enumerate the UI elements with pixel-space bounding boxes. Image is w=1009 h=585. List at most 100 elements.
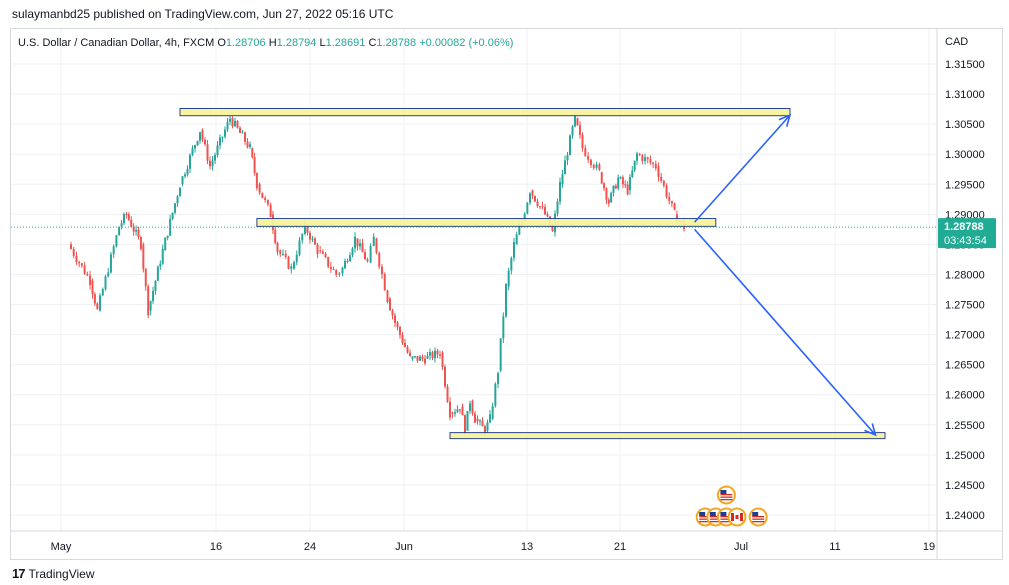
footer-brand[interactable]: TradingView — [28, 566, 95, 581]
flag-stripe — [709, 516, 722, 518]
candle-body — [486, 422, 489, 431]
candle-body — [434, 350, 436, 359]
flag-stripe — [699, 516, 712, 518]
candle-body — [474, 413, 476, 423]
candle-body — [321, 251, 324, 254]
candle-body — [617, 177, 620, 189]
candle-body — [657, 166, 660, 177]
candle-body — [411, 356, 414, 359]
candle-body — [592, 164, 595, 168]
candle-body — [201, 130, 204, 140]
candle-body — [559, 181, 561, 202]
candle-body — [571, 126, 574, 136]
candle-body — [255, 173, 258, 189]
candle-body — [211, 160, 214, 167]
candle-body — [531, 190, 534, 196]
candle-body — [626, 184, 629, 195]
candle-body — [266, 199, 269, 205]
candle-body — [156, 266, 159, 281]
candle-body — [646, 157, 649, 160]
candle-body — [251, 148, 254, 158]
candle-body — [471, 400, 474, 414]
candle-body — [491, 405, 494, 419]
y-tick-label: 1.28000 — [945, 269, 985, 281]
x-tick-label: 19 — [923, 541, 935, 553]
x-tick-label: 21 — [614, 541, 626, 553]
candle-body — [199, 132, 201, 141]
flag-stripe — [709, 518, 722, 520]
candle-body — [399, 326, 401, 335]
candle-body — [221, 136, 224, 138]
flag-stripe — [752, 516, 765, 518]
candle-body — [652, 162, 655, 164]
candle-body — [80, 263, 83, 266]
candle-body — [673, 203, 676, 210]
candle-body — [295, 254, 298, 263]
flag-stripe — [720, 496, 733, 498]
candle-body — [219, 137, 221, 146]
x-tick-label: 16 — [210, 541, 222, 553]
x-tick-label: 13 — [521, 541, 533, 553]
candle-body — [587, 156, 590, 160]
candle-body — [526, 202, 529, 214]
candle-body — [206, 144, 209, 161]
tradingview-logo-icon[interactable]: 17 — [12, 566, 26, 581]
grid-lines — [11, 29, 937, 531]
zone-support — [449, 432, 886, 440]
candle-body — [426, 355, 429, 359]
y-tick-label: 1.26500 — [945, 360, 985, 372]
candle-body — [566, 155, 569, 161]
candle-body — [633, 160, 636, 171]
candle-body — [421, 356, 424, 359]
candle-body — [484, 426, 486, 435]
candle-body — [569, 135, 571, 156]
candle-body — [351, 248, 354, 256]
candle-body — [214, 155, 216, 161]
candle-body — [137, 229, 140, 238]
candle-body — [561, 174, 564, 185]
y-tick-label: 1.24500 — [945, 480, 985, 492]
candle-body — [316, 244, 319, 254]
arrow-up-head — [778, 113, 792, 127]
arrow-down-head — [864, 423, 877, 437]
flag-stripe — [709, 521, 722, 523]
flag-stripe — [720, 521, 733, 523]
candle-body — [461, 406, 464, 416]
candle-body — [595, 164, 598, 168]
y-tick-label: 1.25500 — [945, 420, 985, 432]
candle-body — [120, 223, 123, 227]
candle-body — [541, 206, 544, 208]
candle-body — [544, 207, 546, 215]
x-tick-label: 11 — [829, 541, 840, 553]
candle-body — [234, 120, 236, 127]
candle-body — [619, 177, 622, 179]
candle-body — [186, 168, 189, 175]
candle-body — [246, 141, 249, 147]
candle-body — [598, 164, 601, 170]
candles — [69, 113, 685, 437]
candle-body — [189, 154, 191, 169]
flag-stripe — [752, 521, 765, 523]
last-price-value: 1.28788 — [944, 221, 984, 233]
last-price-label: 1.28788 03:43:54 — [938, 218, 996, 249]
candle-body — [502, 316, 505, 339]
candle-body — [389, 298, 391, 311]
candle-body — [239, 127, 241, 133]
candle-body — [584, 148, 587, 157]
candle-body — [147, 286, 150, 316]
candle-body — [665, 185, 668, 197]
candle-body — [135, 229, 138, 232]
candle-body — [589, 159, 592, 165]
candle-body — [431, 352, 434, 359]
candle-body — [641, 155, 644, 162]
candle-body — [383, 274, 386, 291]
currency-label: CAD — [945, 36, 968, 48]
candle-body — [466, 410, 469, 431]
publisher-text: sulaymanbd25 published on TradingView.co… — [12, 7, 394, 21]
candle-body — [505, 283, 507, 317]
candle-body — [581, 134, 584, 149]
candle-body — [319, 250, 322, 252]
flag-stripe — [699, 521, 712, 523]
candle-body — [481, 420, 484, 427]
